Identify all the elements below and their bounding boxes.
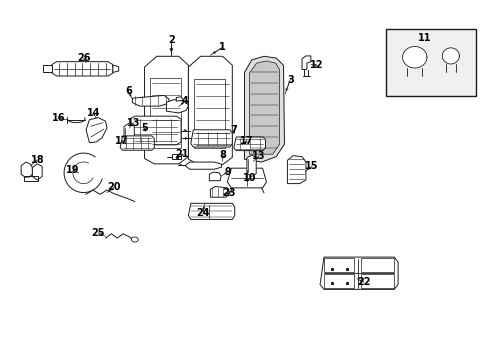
Polygon shape (43, 65, 52, 72)
Polygon shape (210, 186, 229, 197)
Polygon shape (176, 97, 183, 101)
Text: 13: 13 (126, 118, 140, 128)
Bar (385, 30, 475, 96)
Text: 21: 21 (175, 149, 188, 159)
Text: 9: 9 (224, 167, 230, 177)
Polygon shape (249, 61, 279, 154)
Text: 22: 22 (357, 277, 370, 287)
Polygon shape (227, 168, 266, 188)
Text: 19: 19 (66, 165, 80, 175)
Text: 3: 3 (286, 75, 293, 85)
Polygon shape (209, 172, 221, 181)
Polygon shape (86, 118, 107, 143)
Polygon shape (166, 100, 188, 113)
Bar (150, 78, 181, 148)
Text: 17: 17 (240, 136, 253, 146)
Text: 26: 26 (77, 53, 90, 63)
Text: 4: 4 (181, 96, 188, 106)
Text: 13: 13 (252, 150, 265, 161)
Text: 17: 17 (115, 136, 128, 146)
Polygon shape (130, 116, 181, 145)
Bar (361, 258, 393, 271)
Polygon shape (188, 56, 232, 165)
Text: 8: 8 (219, 150, 226, 160)
Polygon shape (190, 130, 232, 147)
Polygon shape (302, 56, 310, 69)
Text: 5: 5 (141, 123, 147, 133)
Text: 11: 11 (417, 33, 431, 43)
Polygon shape (233, 137, 265, 150)
Text: 24: 24 (196, 208, 209, 218)
Bar (194, 78, 224, 148)
Text: 15: 15 (305, 161, 318, 171)
Polygon shape (442, 48, 458, 64)
Polygon shape (52, 62, 113, 76)
Polygon shape (113, 65, 119, 72)
Text: 7: 7 (230, 125, 237, 135)
Bar (24, 176, 38, 181)
Circle shape (131, 237, 138, 242)
Text: 25: 25 (91, 228, 105, 238)
Text: 23: 23 (222, 188, 235, 198)
Text: 1: 1 (219, 42, 225, 52)
Bar (361, 274, 393, 288)
Polygon shape (132, 95, 168, 106)
Polygon shape (246, 155, 256, 176)
Text: 18: 18 (30, 155, 44, 165)
Bar (324, 274, 353, 288)
Text: 20: 20 (107, 182, 121, 192)
Polygon shape (144, 56, 188, 164)
Text: 12: 12 (309, 60, 323, 70)
Polygon shape (32, 164, 42, 180)
Text: 16: 16 (51, 113, 65, 123)
Polygon shape (320, 257, 397, 289)
Text: 2: 2 (168, 35, 174, 45)
Polygon shape (21, 162, 32, 177)
Text: 10: 10 (242, 173, 256, 183)
Polygon shape (184, 162, 221, 169)
Text: 14: 14 (86, 108, 100, 118)
Text: 6: 6 (125, 86, 132, 96)
Polygon shape (244, 56, 284, 162)
Polygon shape (402, 46, 426, 68)
Polygon shape (188, 203, 234, 220)
Polygon shape (120, 136, 154, 150)
Polygon shape (124, 123, 134, 148)
Polygon shape (287, 156, 305, 184)
Bar (324, 258, 353, 271)
Bar (172, 154, 181, 159)
